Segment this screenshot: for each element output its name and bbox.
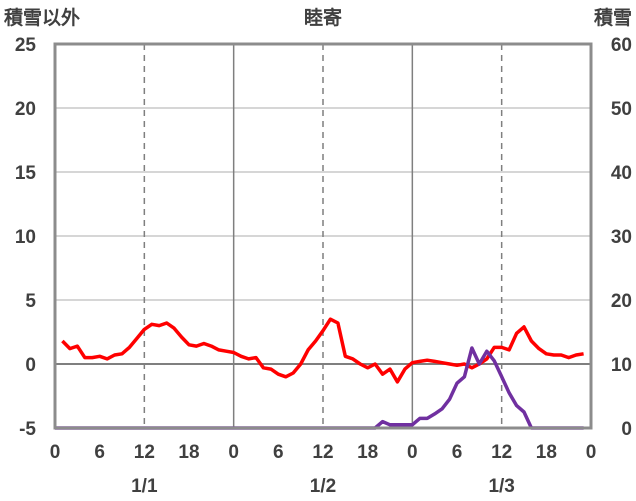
x-hour-tick-label: 6 (94, 442, 105, 463)
y-left-tick-label: 15 (15, 163, 37, 184)
y-right-tick-label: 10 (611, 355, 632, 376)
grid-layer (55, 43, 591, 429)
series-temp-line (61, 317, 584, 384)
plot-frame (53, 42, 593, 430)
series-layer (55, 317, 584, 430)
x-hour-tick-label: 18 (178, 442, 199, 463)
y-right-tick-label: 60 (611, 35, 632, 56)
y-right-tick-label: 0 (621, 419, 632, 440)
y-right-tick-label: 40 (611, 163, 632, 184)
y-right-tick-label: 20 (611, 291, 632, 312)
x-hour-tick-label: 18 (536, 442, 557, 463)
x-date-label: 1/1 (131, 476, 158, 497)
series-snow-line (55, 346, 584, 430)
x-hour-tick-label: 12 (491, 442, 512, 463)
x-hour-tick-label: 12 (134, 442, 155, 463)
x-hour-tick-label: 0 (50, 442, 61, 463)
x-date-label: 1/2 (310, 476, 336, 497)
y-left-label: 積雪以外 (4, 6, 80, 29)
y-left-tick-label: 5 (25, 291, 36, 312)
y-left-tick-label: 25 (15, 35, 37, 56)
y-left-tick-label: 20 (15, 99, 36, 120)
y-left-tick-label: 10 (15, 227, 36, 248)
x-hour-tick-label: 6 (452, 442, 463, 463)
x-date-label: 1/3 (488, 476, 514, 497)
x-hour-tick-label: 18 (357, 442, 378, 463)
y-right-tick-label: 30 (611, 227, 632, 248)
x-hour-tick-label: 12 (312, 442, 333, 463)
x-hour-tick-label: 6 (273, 442, 284, 463)
y-right-label: 積雪 (594, 6, 632, 29)
y-left-tick-label: -5 (19, 419, 36, 440)
chart-title: 睦寄 (304, 6, 342, 29)
y-left-tick-label: 0 (25, 355, 36, 376)
x-hour-tick-label: 0 (228, 442, 239, 463)
y-right-tick-label: 50 (611, 99, 632, 120)
x-hour-tick-label: 0 (407, 442, 418, 463)
x-hour-tick-label: 0 (586, 442, 597, 463)
